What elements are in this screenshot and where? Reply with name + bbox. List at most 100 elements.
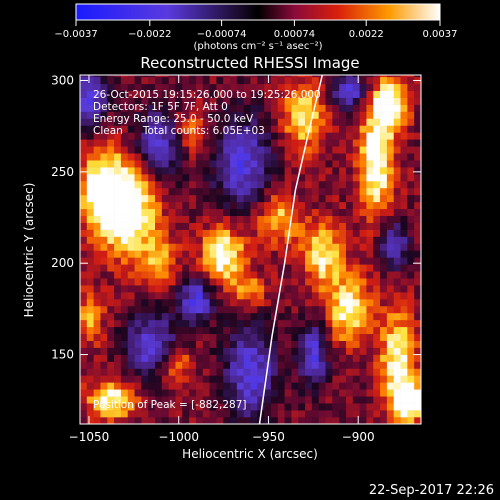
heatmap-cell (407, 187, 415, 196)
heatmap-cell (421, 313, 428, 320)
heatmap-cell (332, 312, 340, 321)
heatmap-cell (148, 215, 156, 223)
heatmap-cell (120, 229, 129, 237)
heatmap-cell (305, 139, 313, 147)
heatmap-cell (291, 347, 299, 355)
heatmap-cell (230, 139, 238, 147)
heatmap-cell (291, 208, 299, 216)
heatmap-cell (373, 319, 381, 328)
heatmap-cell (216, 285, 224, 293)
heatmap-cell (155, 410, 163, 418)
heatmap-cell (195, 333, 204, 341)
heatmap-cell (298, 285, 306, 293)
heatmap-cell (380, 278, 388, 286)
heatmap-cell (414, 417, 421, 424)
heatmap-cell (386, 354, 395, 362)
heatmap-cell (189, 319, 197, 328)
heatmap-cell (414, 146, 421, 154)
heatmap-cell (318, 153, 326, 161)
heatmap-cell (270, 278, 279, 286)
heatmap-cell (182, 243, 190, 251)
heatmap-cell (223, 375, 231, 383)
heatmap-cell (414, 215, 421, 223)
heatmap-cell (325, 326, 333, 335)
heatmap-cell (421, 299, 428, 306)
heatmap-cell (86, 285, 94, 293)
heatmap-cell (264, 118, 272, 126)
heatmap-cell (311, 375, 319, 383)
heatmap-cell (277, 167, 285, 175)
heatmap-cell (223, 153, 231, 161)
heatmap-cell (161, 111, 169, 119)
heatmap-cell (318, 97, 326, 105)
heatmap-cell (120, 97, 129, 105)
heatmap-cell (182, 326, 190, 335)
heatmap-cell (209, 271, 217, 279)
heatmap-cell (114, 299, 122, 307)
heatmap-cell (223, 160, 231, 168)
heatmap-cell (114, 160, 122, 168)
heatmap-cell (352, 111, 360, 119)
heatmap-cell (93, 111, 101, 119)
heatmap-cell (134, 389, 142, 397)
heatmap-cell (148, 118, 156, 126)
heatmap-cell (141, 257, 149, 265)
heatmap-cell (134, 305, 142, 314)
heatmap-cell (155, 208, 163, 216)
heatmap-cell (250, 83, 258, 92)
heatmap-cell (366, 160, 374, 168)
heatmap-cell (325, 76, 333, 85)
heatmap-cell (264, 75, 272, 78)
heatmap-cell (284, 201, 292, 210)
heatmap-cell (100, 285, 108, 293)
heatmap-cell (352, 375, 360, 383)
heatmap-cell (175, 319, 183, 328)
heatmap-cell (100, 174, 108, 182)
heatmap-cell (120, 201, 129, 210)
heatmap-cell (168, 410, 176, 418)
heatmap-cell (223, 396, 231, 404)
heatmap-cell (400, 215, 408, 223)
heatmap-cell (148, 139, 156, 147)
heatmap-cell (182, 118, 190, 126)
heatmap-cell (230, 375, 238, 383)
heatmap-cell (380, 90, 388, 98)
heatmap-cell (332, 90, 340, 98)
heatmap-cell (414, 319, 421, 328)
heatmap-cell (216, 278, 224, 286)
heatmap-cell (216, 340, 224, 348)
heatmap-cell (236, 160, 244, 168)
heatmap-cell (223, 167, 231, 175)
heatmap-cell (148, 368, 156, 376)
heatmap-cell (277, 111, 285, 119)
heatmap-cell (366, 375, 374, 383)
heatmap-cell (298, 236, 306, 244)
heatmap-cell (236, 299, 244, 307)
heatmap-cell (175, 340, 183, 348)
heatmap-cell (209, 361, 217, 369)
heatmap-cell (318, 243, 326, 251)
heatmap-cell (114, 319, 122, 328)
heatmap-cell (421, 306, 428, 313)
heatmap-cell (100, 90, 108, 98)
heatmap-cell (223, 257, 231, 265)
heatmap-cell (298, 368, 306, 376)
heatmap-cell (298, 292, 306, 300)
heatmap-cell (216, 389, 224, 397)
heatmap-cell (209, 208, 217, 216)
heatmap-cell (270, 340, 279, 348)
heatmap-cell (305, 104, 313, 112)
heatmap-cell (359, 410, 367, 418)
heatmap-cell (325, 347, 333, 355)
heatmap-cell (386, 382, 395, 390)
heatmap-cell (127, 292, 135, 300)
heatmap-cell (305, 382, 313, 390)
heatmap-cell (305, 396, 313, 404)
heatmap-cell (216, 187, 224, 196)
heatmap-cell (298, 278, 306, 286)
heatmap-cell (352, 222, 360, 230)
heatmap-cell (421, 341, 428, 348)
heatmap-cell (202, 146, 210, 154)
heatmap-cell (332, 333, 340, 341)
heatmap-cell (182, 312, 190, 321)
